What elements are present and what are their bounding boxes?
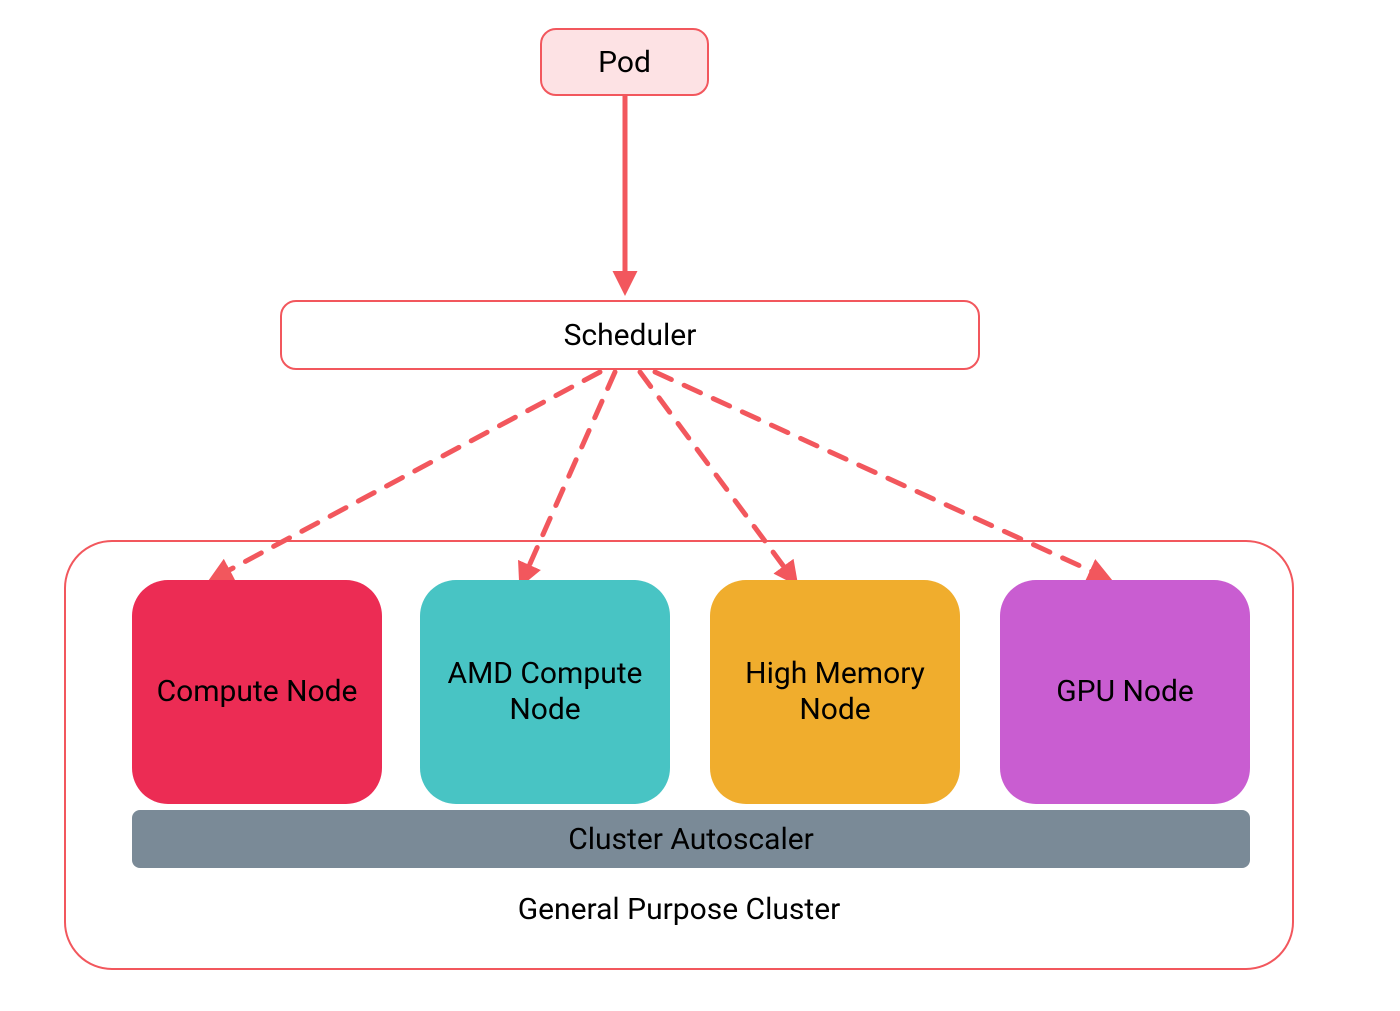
high-memory-node: High Memory Node — [710, 580, 960, 804]
cluster-title-label: General Purpose Cluster — [499, 892, 859, 927]
compute-node: Compute Node — [132, 580, 382, 804]
high-memory-node-label: High Memory Node — [720, 656, 950, 728]
amd-compute-node-label: AMD Compute Node — [430, 656, 660, 728]
autoscaler-label: Cluster Autoscaler — [568, 822, 814, 857]
gpu-node-label: GPU Node — [1056, 674, 1194, 710]
scheduler-label: Scheduler — [564, 318, 697, 353]
pod-label: Pod — [598, 45, 651, 80]
amd-compute-node: AMD Compute Node — [420, 580, 670, 804]
cluster-title-text: General Purpose Cluster — [518, 892, 841, 927]
compute-node-label: Compute Node — [157, 674, 358, 710]
cluster-autoscaler-bar: Cluster Autoscaler — [132, 810, 1250, 868]
pod-node: Pod — [540, 28, 709, 96]
gpu-node: GPU Node — [1000, 580, 1250, 804]
kubernetes-scheduler-diagram: Pod Scheduler Compute Node AMD Compute N… — [0, 0, 1400, 1011]
scheduler-node: Scheduler — [280, 300, 980, 370]
